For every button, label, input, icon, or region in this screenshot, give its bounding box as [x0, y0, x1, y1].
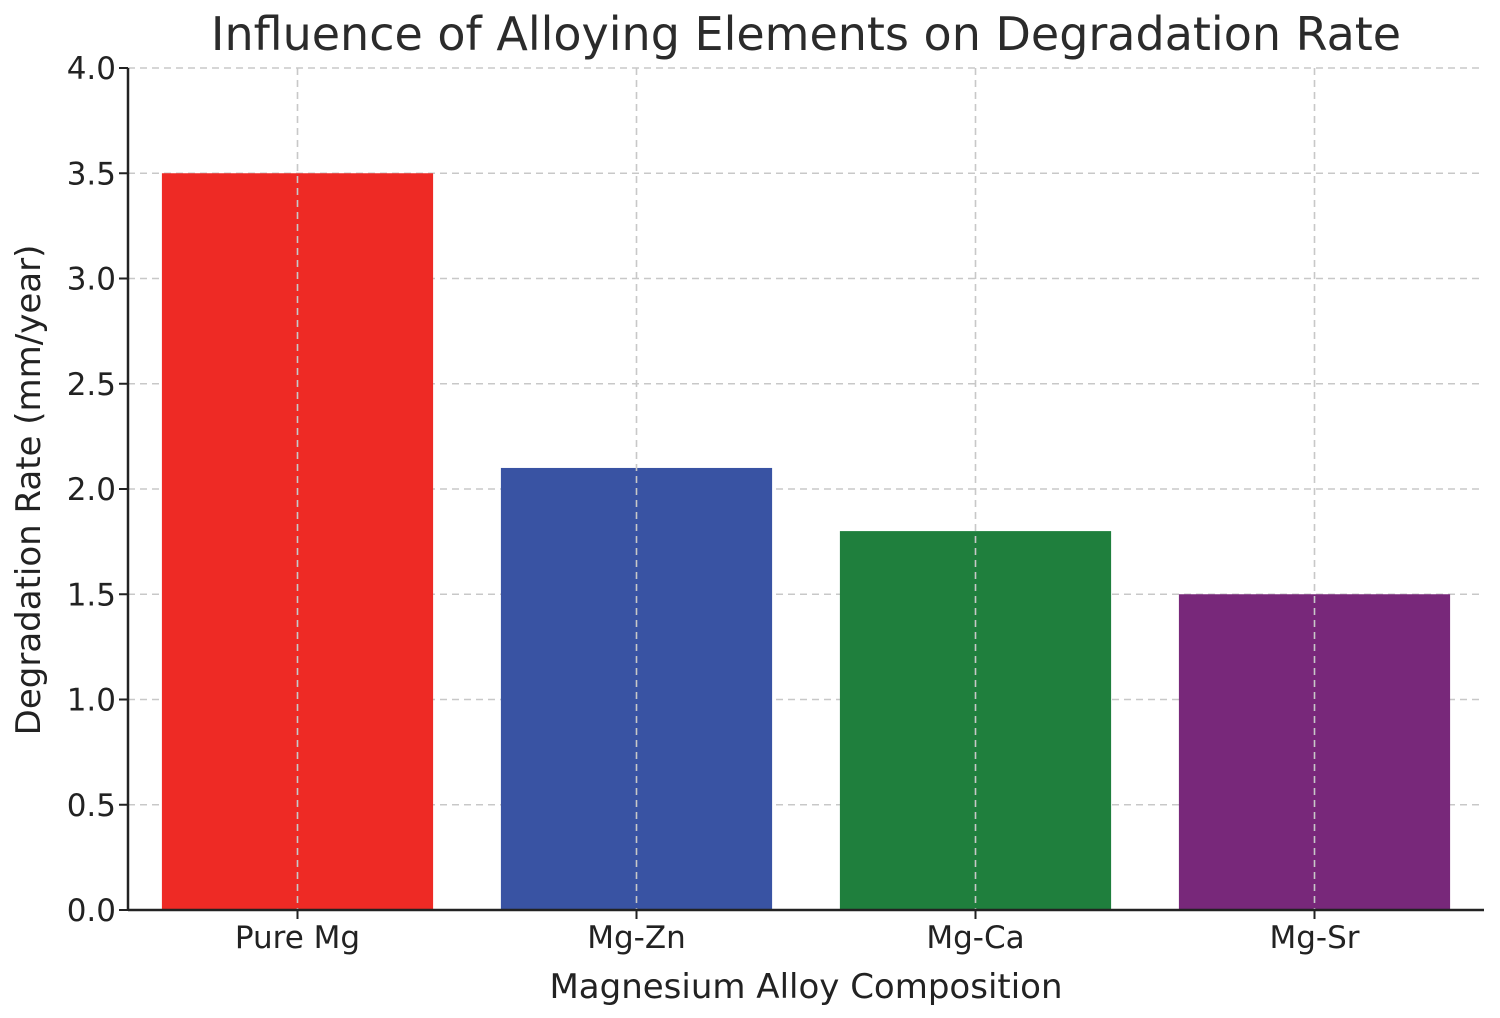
chart-title: Influence of Alloying Elements on Degrad…	[211, 7, 1401, 61]
y-tick-labels: 0.0 0.5 1.0 1.5 2.0 2.5 3.0 3.5 4.0	[67, 51, 116, 929]
y-tick-label: 0.5	[67, 788, 116, 824]
y-tick-label: 3.0	[67, 262, 116, 298]
x-tick-label: Mg-Zn	[587, 920, 686, 956]
y-tick-label: 0.0	[67, 893, 116, 929]
x-tick-labels: Pure Mg Mg-Zn Mg-Ca Mg-Sr	[235, 920, 1360, 956]
y-axis-label: Degradation Rate (mm/year)	[9, 245, 49, 736]
y-tick-label: 1.5	[67, 577, 116, 613]
y-tick-label: 2.5	[67, 367, 116, 403]
y-tick-label: 1.0	[67, 683, 116, 719]
y-tick-label: 2.0	[67, 472, 116, 508]
x-tick-label: Mg-Ca	[926, 920, 1024, 956]
x-tick-label: Mg-Sr	[1269, 920, 1359, 956]
x-tick-label: Pure Mg	[235, 920, 360, 956]
axes-layer	[119, 67, 1484, 919]
y-tick-label: 4.0	[67, 51, 116, 87]
y-tick-label: 3.5	[67, 156, 116, 192]
bar-mg-zn	[500, 467, 773, 910]
vertical-grid-layer	[296, 68, 1316, 910]
x-axis-label: Magnesium Alloy Composition	[549, 967, 1062, 1007]
bars-layer	[161, 173, 1451, 910]
